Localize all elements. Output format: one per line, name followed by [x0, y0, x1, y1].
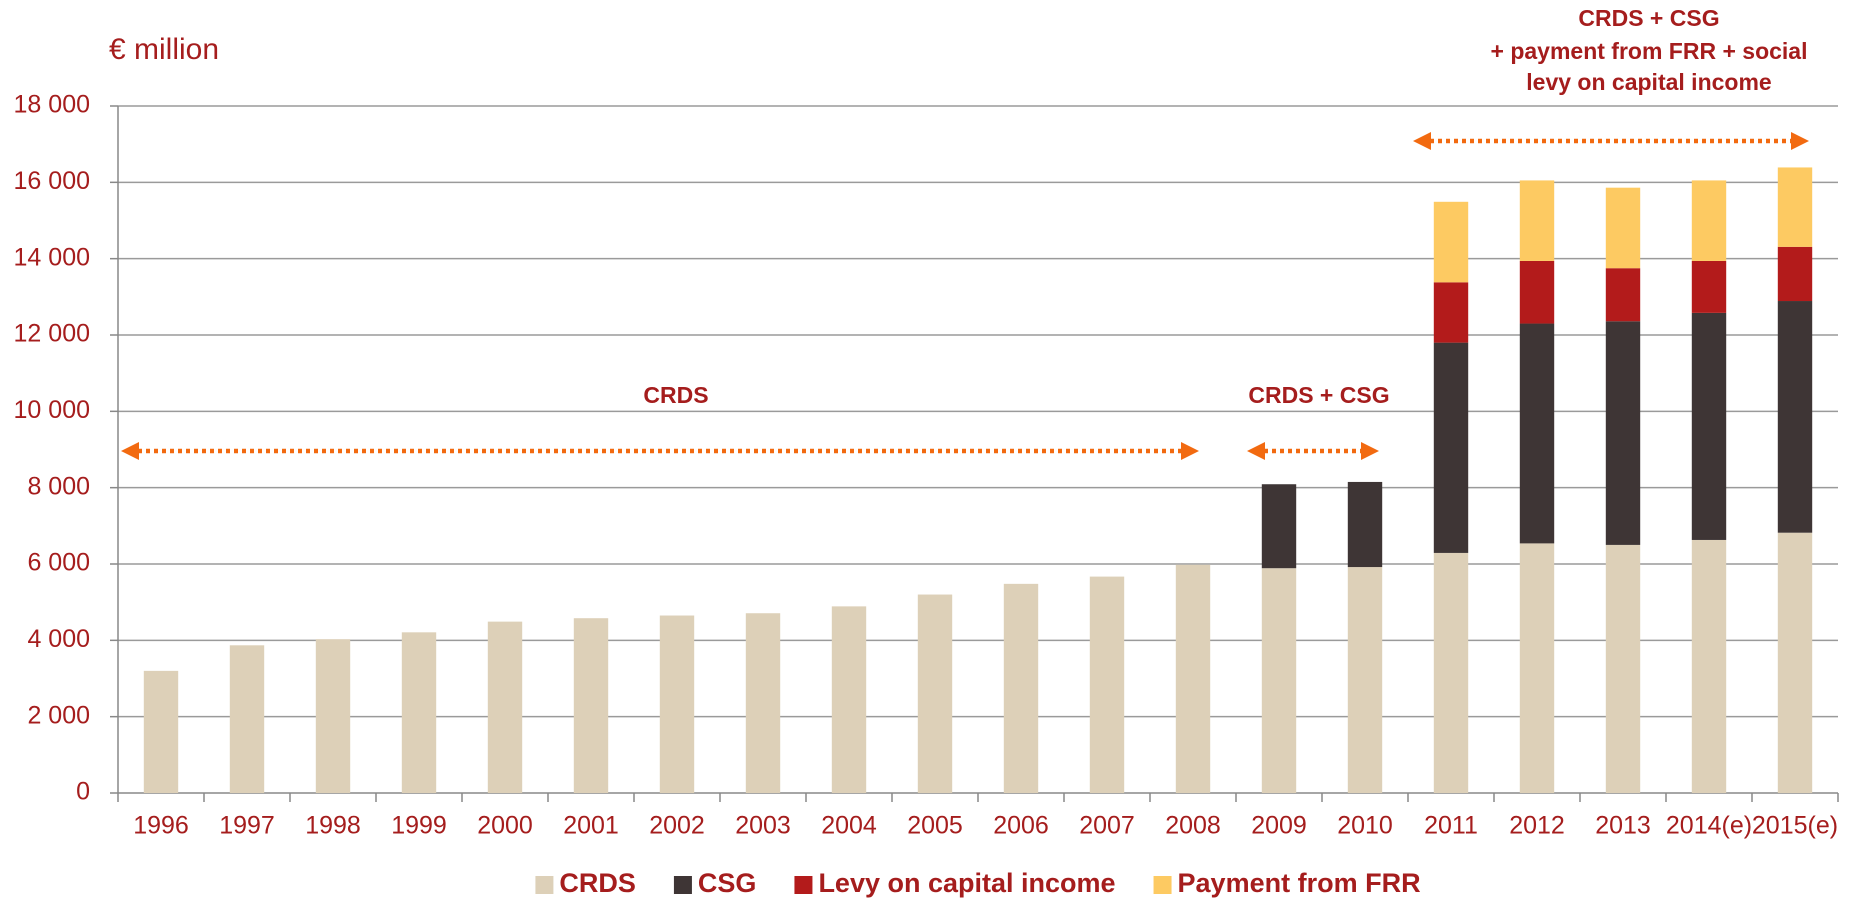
legend-swatch	[1153, 876, 1172, 894]
bar-segment	[1605, 321, 1641, 545]
y-tick-label: 16 000	[14, 167, 90, 195]
x-tick-label: 2010	[1337, 812, 1393, 840]
annotation: levy on capital income	[1526, 69, 1771, 95]
annotation: CRDS + CSG	[1248, 382, 1389, 408]
x-tick-label: 2006	[993, 812, 1049, 840]
x-tick-label: 1998	[305, 812, 361, 840]
bar-segment	[1777, 167, 1813, 247]
bar-segment	[1605, 268, 1641, 322]
x-tick-label: 2001	[563, 812, 619, 840]
bar-segment	[831, 606, 867, 793]
y-tick-label: 4 000	[27, 625, 90, 653]
legend-label: Payment from FRR	[1178, 868, 1421, 898]
bar-segment	[229, 645, 265, 793]
x-tick-label: 2008	[1165, 812, 1221, 840]
bar-segment	[143, 670, 179, 793]
x-tick-label: 2002	[649, 812, 705, 840]
bar-segment	[487, 621, 523, 793]
y-tick-label: 10 000	[14, 396, 90, 424]
x-tick-label: 2014(e)	[1666, 812, 1752, 840]
x-tick-label: 2012	[1509, 812, 1565, 840]
x-tick-label: 1996	[133, 812, 189, 840]
y-tick-label: 6 000	[27, 549, 90, 577]
bar-segment	[1261, 568, 1297, 793]
annotation: + payment from FRR + social	[1491, 38, 1808, 64]
bar-segment	[1347, 567, 1383, 793]
bar-segment	[1605, 187, 1641, 269]
legend-swatch	[794, 876, 813, 894]
bar-segment	[745, 613, 781, 793]
x-tick-label: 2000	[477, 812, 533, 840]
bar-segment	[1433, 282, 1469, 343]
bar-segment	[1777, 246, 1813, 302]
bar-segment	[659, 615, 695, 793]
bar-segment	[1605, 544, 1641, 793]
bar-segment	[1347, 481, 1383, 568]
x-tick-label: 2009	[1251, 812, 1307, 840]
legend-swatch	[535, 876, 554, 894]
bar-segment	[401, 632, 437, 793]
x-tick-label: 2015(e)	[1752, 812, 1838, 840]
bar-segment	[1175, 564, 1211, 793]
bar-segment	[1433, 201, 1469, 283]
y-tick-label: 18 000	[14, 91, 90, 119]
bar-segment	[1003, 583, 1039, 793]
legend-label: CRDS	[559, 868, 636, 898]
bar-segment	[1519, 543, 1555, 793]
bar-segment	[1433, 552, 1469, 793]
y-tick-label: 14 000	[14, 243, 90, 271]
bar-segment	[1777, 532, 1813, 793]
legend-label: Levy on capital income	[818, 868, 1115, 898]
y-tick-label: 8 000	[27, 472, 90, 500]
y-axis-label: € million	[109, 33, 219, 66]
bar-segment	[1691, 539, 1727, 793]
bar-segment	[1261, 484, 1297, 569]
x-tick-label: 2005	[907, 812, 963, 840]
legend-label: CSG	[698, 868, 757, 898]
y-tick-label: 12 000	[14, 320, 90, 348]
y-tick-label: 2 000	[27, 701, 90, 729]
legend-swatch	[673, 876, 692, 894]
x-tick-label: 2003	[735, 812, 791, 840]
bar-segment	[1691, 260, 1727, 313]
x-tick-label: 2013	[1595, 812, 1651, 840]
x-tick-label: 2004	[821, 812, 877, 840]
annotation: CRDS + CSG	[1578, 5, 1719, 31]
bar-segment	[1433, 342, 1469, 553]
x-tick-label: 1997	[219, 812, 275, 840]
x-tick-label: 2007	[1079, 812, 1135, 840]
bar-segment	[1519, 180, 1555, 261]
annotation: CRDS	[643, 382, 708, 408]
x-tick-label: 1999	[391, 812, 447, 840]
bar-segment	[315, 639, 351, 793]
bar-segment	[1691, 180, 1727, 261]
x-tick-label: 2011	[1424, 812, 1478, 840]
bar-segment	[573, 618, 609, 793]
bar-segment	[1519, 323, 1555, 544]
bar-segment	[1089, 576, 1125, 793]
y-tick-label: 0	[76, 778, 90, 806]
bar-segment	[917, 594, 953, 793]
bar-segment	[1691, 312, 1727, 540]
bar-segment	[1777, 301, 1813, 533]
bar-segment	[1519, 260, 1555, 324]
